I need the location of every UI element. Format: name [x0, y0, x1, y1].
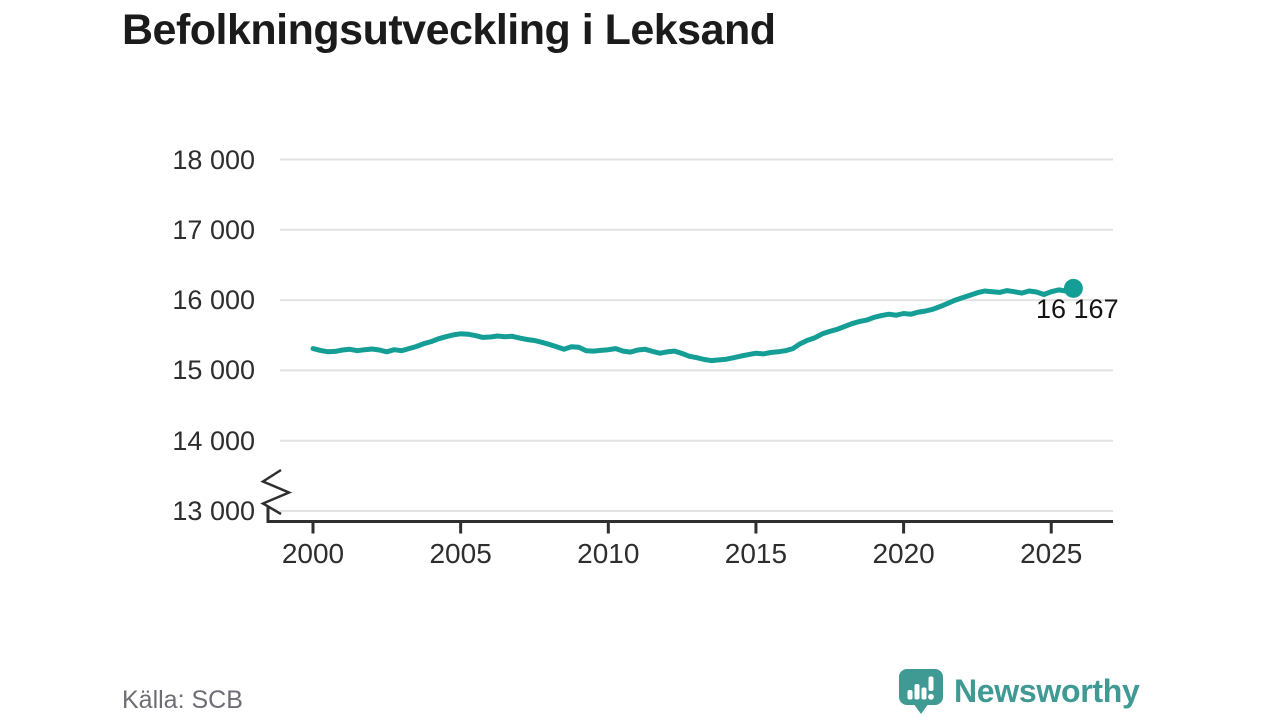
y-tick-label: 17 000	[172, 214, 255, 245]
newsworthy-branding: Newsworthy	[897, 668, 1140, 715]
x-tick-label: 2005	[429, 538, 492, 569]
newsworthy-logo-icon	[899, 669, 943, 714]
x-axis-line	[266, 507, 1113, 523]
x-tick-label: 2000	[281, 538, 345, 569]
y-tick-label: 18 000	[172, 144, 255, 175]
y-tick-label: 15 000	[172, 355, 255, 386]
x-tick-label: 2020	[872, 538, 935, 569]
chart-title: Befolkningsutveckling i Leksand	[122, 6, 776, 54]
y-axis-break-icon	[260, 468, 293, 516]
x-tick-label: 2025	[1020, 538, 1083, 569]
population-series-line	[310, 285, 1076, 364]
y-tick-label: 14 000	[172, 425, 255, 456]
y-tick-label: 13 000	[172, 496, 255, 526]
source-note: Källa: SCB	[122, 686, 243, 714]
last-value-label: 16 167	[1036, 294, 1119, 324]
brand-name: Newsworthy	[954, 673, 1140, 709]
y-tick-label: 16 000	[172, 285, 255, 316]
x-tick-label: 2015	[724, 538, 788, 569]
x-tick-label: 2010	[577, 538, 640, 569]
